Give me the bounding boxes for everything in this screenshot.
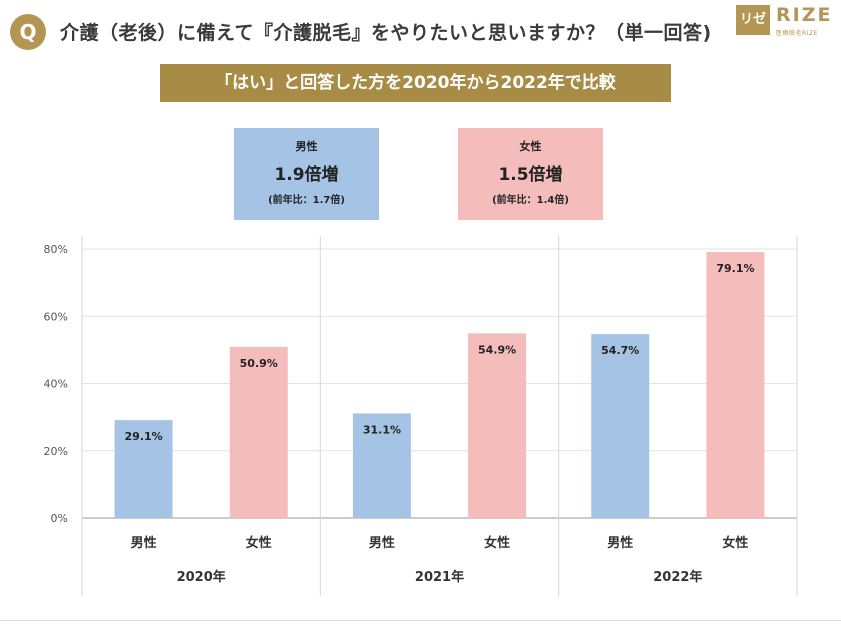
female-summary-sub: (前年比：1.4倍) xyxy=(492,195,569,206)
category-label: 女性 xyxy=(722,535,748,551)
group-label: 2022年 xyxy=(653,569,702,585)
data-label: 50.9% xyxy=(240,357,278,370)
data-label: 79.1% xyxy=(716,262,754,275)
y-tick-label: 80% xyxy=(44,243,68,256)
male-summary-label: 男性 xyxy=(295,140,318,153)
y-tick-label: 20% xyxy=(44,445,68,458)
category-label: 女性 xyxy=(484,535,510,551)
data-label: 31.1% xyxy=(363,423,401,436)
y-tick-label: 0% xyxy=(51,512,68,525)
y-tick-label: 60% xyxy=(44,310,68,323)
male-summary-box: 男性 1.9倍増 (前年比：1.7倍) xyxy=(234,128,379,220)
bar xyxy=(229,346,288,518)
group-label: 2020年 xyxy=(177,569,226,585)
comparison-banner: 「はい」と回答した方を2020年から2022年で比較 xyxy=(160,64,671,102)
category-label: 男性 xyxy=(369,535,395,551)
group-label: 2021年 xyxy=(415,569,464,585)
data-label: 29.1% xyxy=(124,430,162,443)
y-tick-label: 40% xyxy=(44,378,68,391)
logo-text: RIZE xyxy=(776,4,833,26)
female-summary-label: 女性 xyxy=(519,140,542,153)
category-label: 女性 xyxy=(246,535,272,551)
bar xyxy=(706,252,765,518)
female-summary-box: 女性 1.5倍増 (前年比：1.4倍) xyxy=(458,128,603,220)
data-label: 54.7% xyxy=(601,344,639,357)
category-label: 男性 xyxy=(131,535,157,551)
male-summary-sub: (前年比：1.7倍) xyxy=(268,195,345,206)
bar xyxy=(352,413,411,518)
category-label: 男性 xyxy=(607,535,633,551)
data-label: 54.9% xyxy=(478,343,516,356)
logo-subtext: 医療脱毛RIZE xyxy=(776,30,818,37)
question-badge: Q xyxy=(10,14,46,50)
bar xyxy=(591,334,650,518)
question-title: 介護（老後）に備えて『介護脱毛』をやりたいと思いますか？（単一回答) xyxy=(60,22,712,44)
male-summary-value: 1.9倍増 xyxy=(274,165,339,185)
bar xyxy=(114,420,173,518)
footer-divider xyxy=(0,620,841,621)
bar xyxy=(468,333,527,518)
logo-mark: リゼ xyxy=(736,5,770,35)
female-summary-value: 1.5倍増 xyxy=(498,165,563,185)
